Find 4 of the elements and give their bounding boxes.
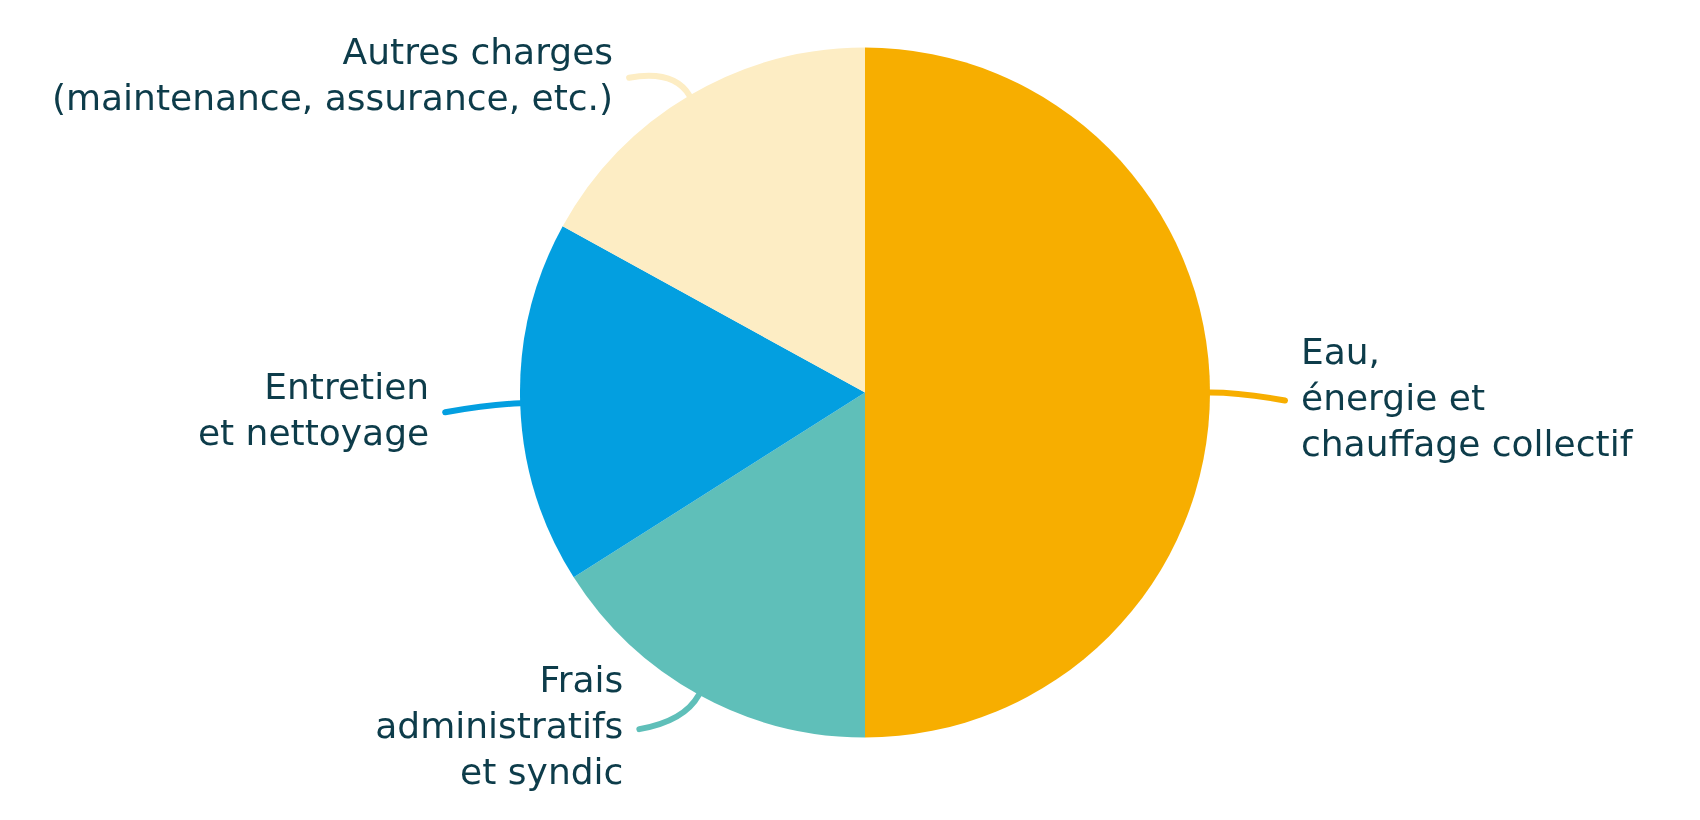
slice-label: Eau, énergie et chauffage collectif xyxy=(1301,330,1634,464)
slice-label: Autres charges (maintenance, assurance, etc.) xyxy=(51,31,614,119)
slice-label: Frais administratifs et syndic xyxy=(375,659,624,793)
slice-label: Entretien et nettoyage xyxy=(197,365,430,453)
